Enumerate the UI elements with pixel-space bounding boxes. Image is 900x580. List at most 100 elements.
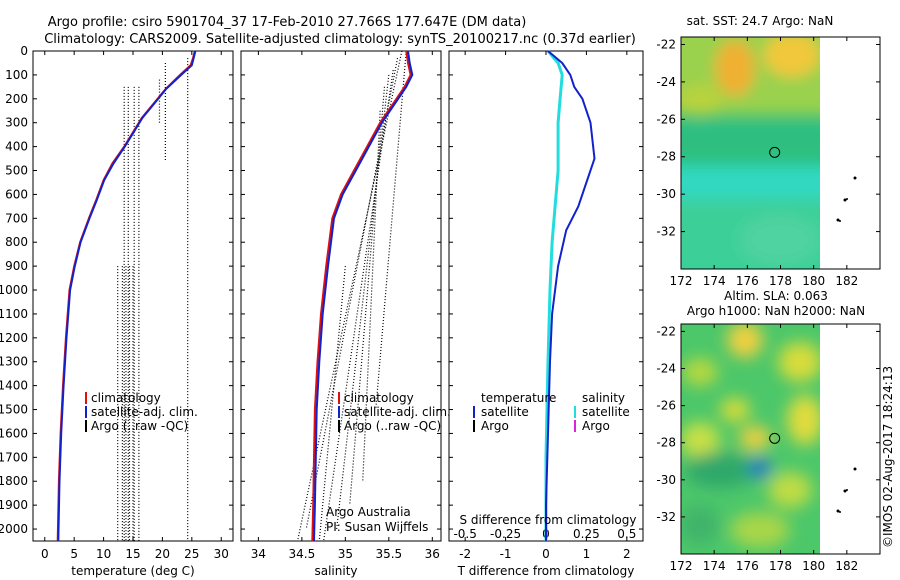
- x-tick-label: 34.5: [289, 547, 316, 561]
- imos-watermark: ©IMOS 02-Aug-2017 18:24:13: [881, 366, 895, 548]
- map-lon-label: 172: [670, 274, 693, 288]
- x-tick-label: 35.5: [375, 547, 402, 561]
- x-tick-label: 35: [338, 547, 353, 561]
- temperature-legend: climatology satellite-adj. clim. Argo (.…: [85, 391, 198, 433]
- legend-climatology: climatology: [91, 391, 161, 405]
- depth-tick-label: 1200: [0, 331, 28, 345]
- argo-dotted-trace: [336, 74, 390, 530]
- diff-legend-t-satellite: satellite: [481, 405, 529, 419]
- depth-tick-label: 1100: [0, 307, 28, 321]
- argo-dotted-trace: [349, 86, 386, 506]
- pi-label: PI: Susan Wijffels: [326, 520, 428, 534]
- x-tick-label: 2: [623, 547, 631, 561]
- argo-australia-label: Argo Australia: [326, 505, 411, 519]
- map-lon-label: 182: [835, 274, 858, 288]
- x-tick-label: 15: [125, 547, 140, 561]
- sst-map-islands: [836, 176, 857, 222]
- x-tick-label: 30: [214, 547, 229, 561]
- s-diff-tick-label: 0.5: [617, 527, 636, 541]
- map-lat-label: -26: [656, 112, 676, 126]
- map-lat-label: -30: [656, 473, 676, 487]
- salinity-satellite-line: [313, 50, 414, 542]
- depth-tick-label: 900: [5, 259, 28, 273]
- x-tick-label: 36: [425, 547, 440, 561]
- s-difference-label: S difference from climatology: [460, 513, 637, 527]
- difference-xlabel: T difference from climatology: [457, 564, 635, 578]
- argo-dotted-trace: [305, 58, 399, 530]
- x-tick-label: 1: [583, 547, 591, 561]
- map-lon-label: 174: [703, 559, 726, 573]
- map-lon-label: 178: [769, 559, 792, 573]
- depth-tick-label: 400: [5, 140, 28, 154]
- map-lat-label: -30: [656, 187, 676, 201]
- map-lon-label: 176: [736, 274, 759, 288]
- depth-tick-label: 1700: [0, 450, 28, 464]
- x-tick-label: -1: [500, 547, 512, 561]
- legend-argo: Argo (..raw -QC): [91, 419, 188, 433]
- figure-title-line1: Argo profile: csiro 5901704_37 17-Feb-20…: [48, 15, 527, 30]
- depth-tick-label: 1300: [0, 355, 28, 369]
- depth-tick-label: 700: [5, 211, 28, 225]
- depth-tick-label: 100: [5, 68, 28, 82]
- map-lon-label: 178: [769, 274, 792, 288]
- map-lat-label: -22: [656, 37, 676, 51]
- temperature-difference-line: [545, 50, 596, 541]
- salinity-xlabel: salinity: [314, 564, 357, 578]
- sla-map-title-line1: Altim. SLA: 0.063: [724, 289, 828, 303]
- sst-argo-location-marker: [769, 146, 781, 158]
- temperature-satellite-line: [57, 50, 197, 542]
- x-tick-label: 5: [70, 547, 78, 561]
- sla-map-image: [681, 324, 820, 554]
- sst-map-title: sat. SST: 24.7 Argo: NaN: [687, 14, 834, 28]
- x-tick-label: 10: [96, 547, 111, 561]
- map-lat-label: -24: [656, 75, 676, 89]
- difference-legend: temperature satellite Argo salinity sate…: [473, 391, 630, 433]
- salinity-climatology-line: [311, 50, 412, 542]
- sal-legend-climatology: climatology: [344, 391, 414, 405]
- diff-legend-salinity: salinity: [582, 391, 625, 405]
- diff-legend-s-argo: Argo: [582, 419, 610, 433]
- depth-tick-label: 200: [5, 92, 28, 106]
- legend-satellite: satellite-adj. clim.: [91, 405, 198, 419]
- x-tick-label: 0: [542, 547, 550, 561]
- s-diff-tick-label: -0.5: [453, 527, 476, 541]
- map-lat-label: -24: [656, 362, 676, 376]
- depth-tick-label: 1400: [0, 379, 28, 393]
- sst-map-image: [681, 37, 820, 269]
- map-lon-label: 174: [703, 274, 726, 288]
- argo-dotted-trace: [362, 110, 381, 482]
- sal-legend-argo: Argo (..raw -QC): [344, 419, 441, 433]
- x-tick-label: 34: [251, 547, 266, 561]
- map-lon-label: 180: [802, 559, 825, 573]
- map-lon-label: 182: [835, 559, 858, 573]
- salinity-legend: climatology satellite-adj. clim. Argo (.…: [338, 391, 451, 433]
- sal-legend-satellite: satellite-adj. clim.: [344, 405, 451, 419]
- figure-title-line2: Climatology: CARS2009. Satellite-adjuste…: [44, 32, 636, 47]
- sla-map-title-line2: Argo h1000: NaN h2000: NaN: [687, 304, 865, 318]
- x-tick-label: 25: [184, 547, 199, 561]
- map-lon-label: 180: [802, 274, 825, 288]
- map-lat-label: -28: [656, 150, 676, 164]
- depth-tick-label: 600: [5, 187, 28, 201]
- depth-tick-label: 800: [5, 235, 28, 249]
- temperature-xlabel: temperature (deg C): [71, 564, 194, 578]
- argo-dotted-trace: [323, 70, 394, 542]
- map-lat-label: -28: [656, 436, 676, 450]
- diff-legend-temperature: temperature: [481, 391, 556, 405]
- salinity-difference-line: [544, 50, 564, 541]
- depth-tick-label: 2000: [0, 522, 28, 536]
- depth-tick-label: 1800: [0, 474, 28, 488]
- map-lon-label: 172: [670, 559, 693, 573]
- depth-tick-label: 1500: [0, 403, 28, 417]
- map-lon-label: 176: [736, 559, 759, 573]
- salinity-panel-frame: [240, 50, 442, 542]
- map-lat-label: -22: [656, 324, 676, 338]
- depth-tick-label: 1600: [0, 426, 28, 440]
- s-diff-tick-label: 0.25: [573, 527, 600, 541]
- map-lat-label: -32: [656, 225, 676, 239]
- x-tick-label: -2: [459, 547, 471, 561]
- depth-tick-label: 500: [5, 164, 28, 178]
- depth-tick-label: 0: [20, 44, 28, 58]
- depth-tick-label: 300: [5, 116, 28, 130]
